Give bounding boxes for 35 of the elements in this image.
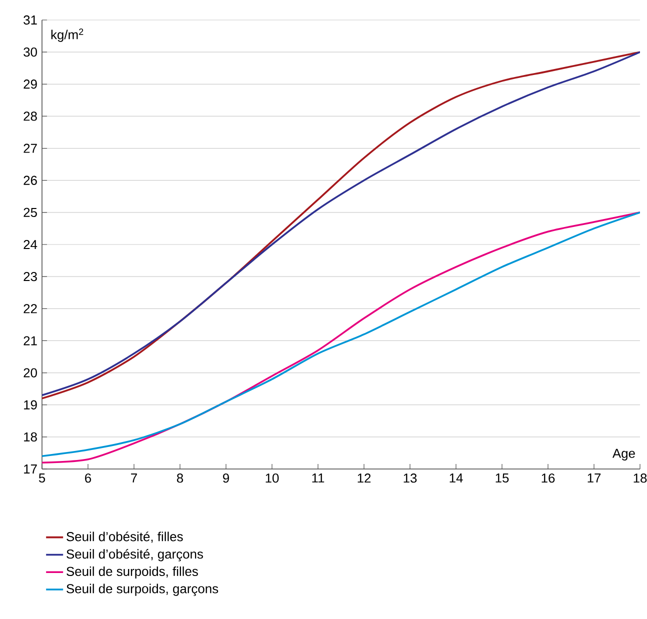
x-tick-label: 6 (85, 474, 92, 483)
y-tick-label: 26 (24, 176, 37, 185)
x-tick-label: 5 (38, 474, 46, 483)
y-tick-label: 31 (24, 15, 37, 25)
x-tick-label: 7 (131, 474, 137, 482)
x-tick-label: 10 (266, 474, 279, 483)
x-tick-label: 8 (176, 474, 184, 483)
x-tick-label: 15 (496, 474, 509, 483)
x-tick-label: 18 (634, 474, 647, 483)
x-axis-title: Age (612, 448, 635, 460)
y-tick-label: 19 (24, 400, 37, 410)
y-tick-label: 25 (24, 208, 37, 218)
y-tick-label: 30 (24, 47, 37, 57)
y-tick-label: 29 (24, 80, 37, 89)
y-tick-label: 22 (24, 304, 37, 314)
x-tick-label: 11 (312, 474, 324, 482)
y-tick-label: 24 (24, 240, 38, 250)
y-tick-label: 21 (24, 336, 37, 346)
y-tick-label: 18 (24, 432, 37, 442)
y-tick-label: 17 (24, 464, 37, 474)
y-tick-label: 28 (24, 112, 37, 121)
y-tick-label: 20 (24, 368, 37, 378)
legend-label: Seuil de surpoids, filles (66, 566, 198, 579)
legend-label: Seuil d’obésité, garçons (66, 549, 203, 562)
legend-label: Seuil d’obésité, filles (66, 532, 183, 543)
x-tick-label: 14 (450, 474, 463, 482)
x-tick-label: 9 (223, 474, 229, 483)
x-tick-label: 16 (542, 474, 555, 483)
y-axis-title: kg/m$^{2}$ (51, 28, 84, 42)
y-tick-label: 27 (24, 144, 37, 153)
legend-label: Seuil de surpoids, garçons (66, 584, 218, 596)
x-tick-label: 17 (588, 474, 601, 482)
x-tick-label: 12 (358, 474, 371, 483)
y-tick-label: 23 (24, 272, 37, 282)
x-tick-label: 13 (404, 474, 417, 483)
